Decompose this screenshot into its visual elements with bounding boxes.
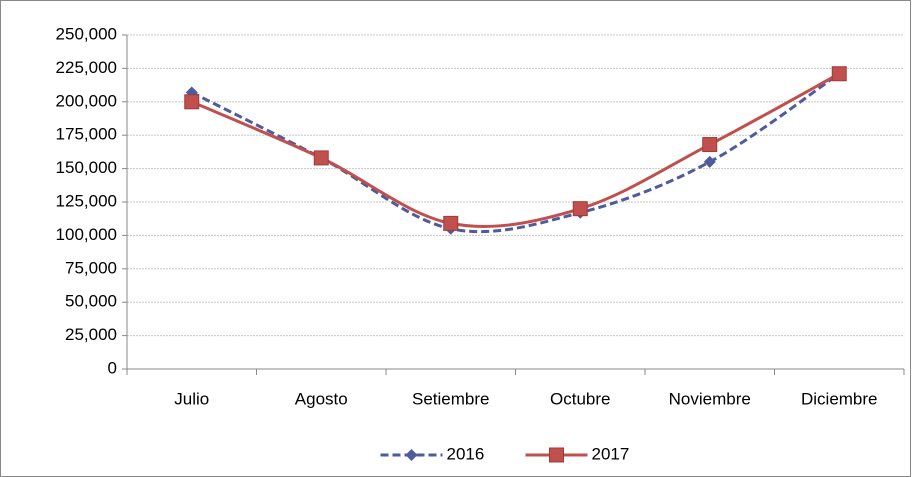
y-tick-label: 125,000 [56,191,117,210]
marker [313,150,329,166]
y-tick-label: 175,000 [56,125,117,144]
marker [831,66,847,82]
series-line [191,72,840,228]
legend-label: 2017 [592,444,630,463]
legend-marker [549,447,564,463]
x-tick-label: Diciembre [801,389,878,408]
x-tick-label: Noviembre [669,389,751,408]
y-tick-label: 250,000 [56,24,117,43]
legend-marker [405,449,418,461]
x-tick-label: Setiembre [412,389,489,408]
x-tick-label: Agosto [295,389,348,408]
marker [184,94,200,110]
y-tick-label: 0 [108,358,117,377]
x-tick-label: Julio [174,389,209,408]
y-tick-label: 25,000 [65,325,117,344]
y-tick-label: 200,000 [56,91,117,110]
y-tick-label: 150,000 [56,158,117,177]
y-tick-label: 50,000 [65,292,117,311]
marker [703,155,716,168]
legend-label: 2016 [447,444,485,463]
y-tick-label: 100,000 [56,225,117,244]
y-tick-label: 75,000 [65,258,117,277]
x-tick-label: Octubre [550,389,610,408]
marker [702,137,718,153]
y-tick-label: 225,000 [56,58,117,77]
marker [572,201,588,217]
marker [443,215,459,231]
